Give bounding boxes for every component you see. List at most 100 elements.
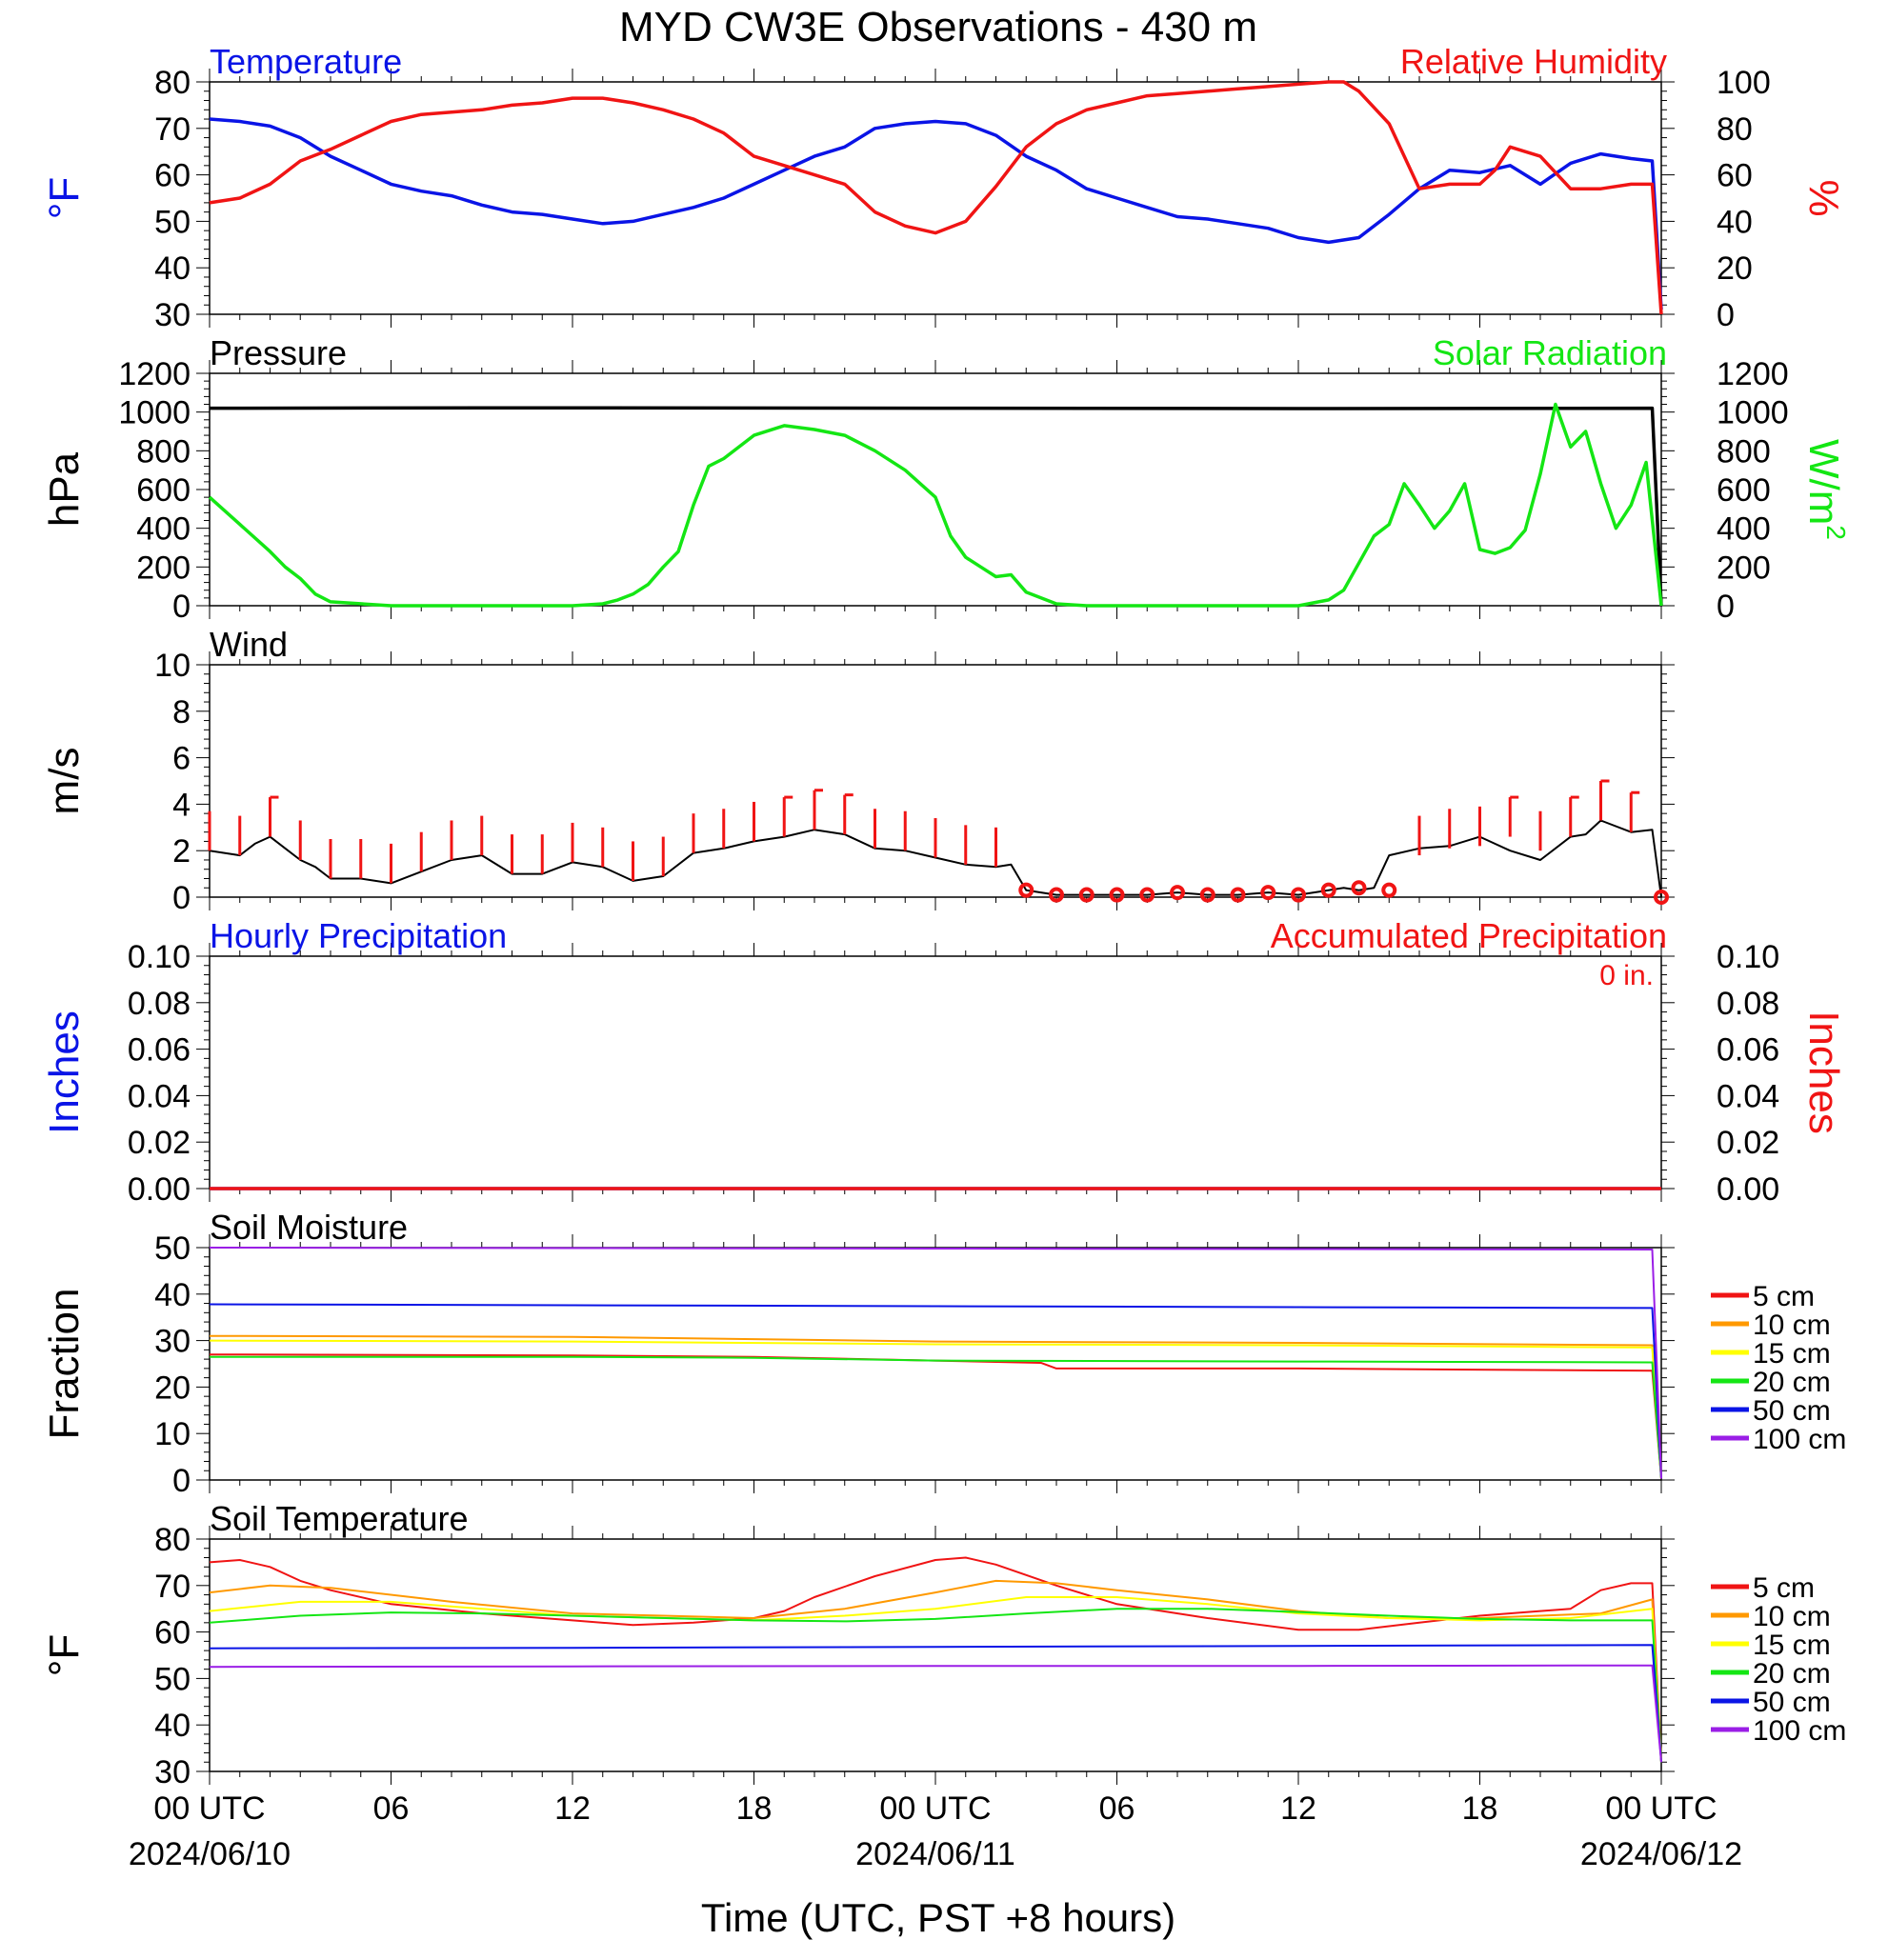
calm-wind-circle [1654,890,1669,905]
series-line-solar-radiation [208,402,1663,608]
y-tick-label-right: 0.04 [1717,1078,1779,1114]
series-line-100-cm [209,1247,1662,1479]
y-tick-label-left: 80 [154,1522,191,1558]
calm-wind-circle [1109,887,1125,903]
plot-frame [209,955,1662,1190]
calm-wind-circle [1139,887,1155,903]
y-tick-label-left: 40 [154,1277,191,1313]
legend-label: 100 cm [1753,1424,1846,1455]
calm-wind-circle [1320,882,1336,898]
panel-title-right: Relative Humidity [1400,42,1667,81]
x-tick-label: 18 [1462,1790,1498,1827]
plot-frame [209,81,1662,315]
y-tick-label-right: 0.02 [1717,1125,1779,1161]
panel-title-left: Soil Temperature [210,1499,468,1538]
y-tick-label-right: 0.08 [1717,986,1779,1022]
y-tick-label-left: 20 [154,1370,191,1406]
y-tick-label-left: 30 [154,1754,191,1790]
panel-title-right: Solar Radiation [1433,333,1667,372]
y-axis-label-left: Inches [41,1010,88,1134]
legend-label: 5 cm [1753,1281,1815,1312]
y-tick-label-left: 1000 [118,395,191,431]
y-tick-label-left: 0 [172,880,191,916]
accumulated-total-label: 0 in. [1599,960,1654,991]
calm-wind-circle [1049,887,1064,903]
legend-label: 50 cm [1753,1687,1831,1718]
y-tick-label-left: 30 [154,297,191,333]
y-tick-label-right: 20 [1717,250,1753,287]
x-tick-label: 06 [1099,1790,1135,1827]
legend-label: 50 cm [1753,1395,1831,1427]
y-tick-label-right: 0.06 [1717,1032,1779,1069]
y-tick-label-right: 200 [1717,550,1771,586]
calm-wind-circle [1018,882,1034,898]
x-tick-date: 2024/06/11 [855,1836,1015,1872]
calm-wind-circle [1199,887,1215,903]
y-tick-label-left: 6 [172,741,191,777]
panel-title-left: Wind [210,625,288,664]
y-tick-label-left: 0.08 [128,986,191,1022]
panel-wind: 0 2 4 6 8 10 Wind m/s [41,625,1675,916]
series-line-20-cm [209,1608,1662,1763]
panel-title-left: Pressure [210,333,347,372]
legend-label: 10 cm [1753,1310,1831,1341]
y-tick-label-right: 800 [1717,433,1771,470]
legend-label: 15 cm [1753,1338,1831,1370]
y-tick-label-left: 0.06 [128,1032,191,1069]
x-tick-label: 18 [736,1790,773,1827]
series-line-5-cm [209,1556,1662,1763]
y-axis-label-left: Fraction [41,1289,88,1440]
series-line-100-cm [209,1664,1662,1763]
plot-frame [209,664,1662,898]
y-tick-label-right: 400 [1717,511,1771,548]
series-line-5-cm [209,1353,1662,1479]
y-tick-label-right: 40 [1717,204,1753,240]
y-tick-label-right: 80 [1717,111,1753,148]
series-line-10-cm [209,1579,1662,1763]
x-tick-label: 00 UTC [879,1790,991,1827]
calm-wind-circle [1078,887,1095,903]
y-tick-label-left: 60 [154,158,191,194]
y-tick-label-right: 100 [1717,65,1771,101]
plot-frame [209,1538,1662,1772]
x-tick-date: 2024/06/12 [1580,1836,1742,1872]
y-tick-label-right: 0.10 [1717,939,1779,975]
y-tick-label-left: 30 [154,1324,191,1360]
legend-label: 15 cm [1753,1630,1831,1661]
x-tick-label: 00 UTC [1605,1790,1717,1827]
y-tick-label-left: 50 [154,1230,191,1267]
calm-wind-circle [1230,887,1246,903]
y-tick-label-left: 800 [136,433,191,470]
y-tick-label-right: 1000 [1717,395,1789,431]
series-line-pressure [209,406,1663,607]
y-axis-label-right: Inches [1800,1010,1847,1134]
y-tick-label-left: 10 [154,1416,191,1452]
y-tick-label-left: 70 [154,111,191,148]
y-tick-label-left: 8 [172,694,191,730]
calm-wind-circle [1170,885,1185,901]
x-axis-label: Time (UTC, PST +8 hours) [701,1895,1175,1940]
y-axis-label-left: hPa [41,451,88,527]
legend-label: 5 cm [1753,1572,1815,1604]
y-tick-label-left: 0.02 [128,1125,191,1161]
legend-label: 20 cm [1753,1367,1831,1398]
calm-wind-circle [1291,887,1306,903]
y-tick-label-right: 1200 [1717,356,1789,392]
y-tick-label-left: 0 [172,1463,191,1499]
y-tick-label-left: 60 [154,1615,191,1651]
y-tick-label-right: 0.00 [1717,1171,1779,1208]
panel-title-right: Accumulated Precipitation [1271,916,1667,955]
y-tick-label-right: 600 [1717,472,1771,509]
chart-title: MYD CW3E Observations - 430 m [619,4,1257,50]
y-axis-label-right: W/m2 [1800,439,1851,540]
panel-precip: 0.00 0.02 0.04 0.06 0.08 0.10 0.00 0.02 0.04 0.06… [41,916,1847,1208]
y-axis-label-left: m/s [41,748,88,815]
x-tick-label: 00 UTC [153,1790,265,1827]
y-tick-label-left: 50 [154,1661,191,1697]
y-tick-label-left: 2 [172,833,191,870]
y-tick-label-left: 40 [154,1708,191,1744]
